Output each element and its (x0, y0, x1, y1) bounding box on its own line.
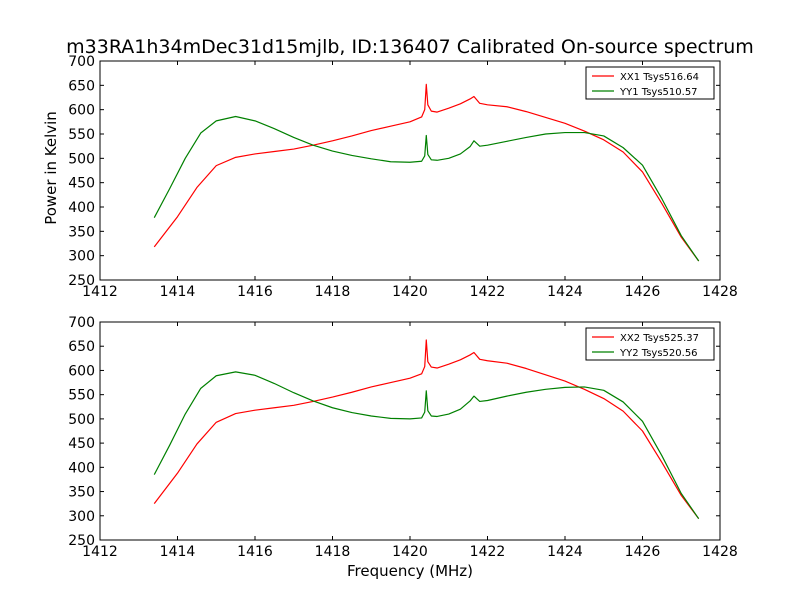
x-axis-label: Frequency (MHz) (347, 562, 473, 580)
y-tick-label: 650 (68, 78, 95, 94)
y-tick-label: 400 (68, 200, 95, 216)
y-tick-label: 300 (68, 249, 95, 265)
x-tick-label: 1420 (392, 284, 428, 300)
series-line-1 (153, 83, 700, 262)
y-tick-label: 600 (68, 103, 95, 119)
x-tick-label: 1422 (470, 544, 506, 560)
x-tick-label: 1418 (315, 544, 351, 560)
y-tick-label: 350 (68, 485, 95, 501)
x-tick-label: 1416 (237, 544, 273, 560)
y-tick-label: 350 (68, 224, 95, 240)
y-tick-label: 500 (68, 412, 95, 428)
y-tick-label: 450 (68, 176, 95, 192)
x-tick-label: 1426 (625, 284, 661, 300)
y-tick-label: 550 (68, 388, 95, 404)
y-tick-label: 700 (68, 315, 95, 331)
y-axis-label: Power in Kelvin (42, 111, 60, 225)
x-tick-label: 1428 (702, 284, 738, 300)
bottom-panel: 1412 1414 1416 1418 1420 1422 1424 1426 1428 250 3… (68, 315, 738, 560)
x-tick-label: 1416 (237, 284, 273, 300)
x-tick-label: 1414 (160, 284, 196, 300)
x-tick-label: 1422 (470, 284, 506, 300)
series-line-2 (153, 115, 700, 262)
x-tick-label: 1424 (547, 544, 583, 560)
legend-box (585, 66, 715, 100)
x-tick-label: 1418 (315, 284, 351, 300)
y-tick-label: 700 (68, 54, 95, 70)
legend-box (585, 327, 715, 361)
legend-label: XX1 Tsys516.64 (620, 72, 699, 83)
y-tick-label: 400 (68, 460, 95, 476)
legend-label: YY1 Tsys510.57 (619, 87, 698, 98)
x-tick-label: 1420 (392, 544, 428, 560)
y-tick-label: 550 (68, 127, 95, 143)
legend-label: YY2 Tsys520.56 (619, 348, 698, 359)
x-tick-label: 1412 (82, 544, 118, 560)
x-tick-label: 1412 (82, 284, 118, 300)
y-tick-label: 250 (68, 273, 95, 289)
x-tick-label: 1414 (160, 544, 196, 560)
y-tick-label: 600 (68, 363, 95, 379)
y-tick-label: 650 (68, 339, 95, 355)
y-tick-label: 300 (68, 509, 95, 525)
series-line-1 (153, 339, 700, 520)
y-tick-label: 450 (68, 436, 95, 452)
x-tick-label: 1428 (702, 544, 738, 560)
top-panel: 1412 1414 1416 1418 1420 1422 1424 1426 1428 250 3… (68, 54, 738, 300)
y-tick-label: 500 (68, 151, 95, 167)
x-tick-label: 1426 (625, 544, 661, 560)
legend-label: XX2 Tsys525.37 (620, 333, 699, 344)
x-tick-label: 1424 (547, 284, 583, 300)
figure-title: m33RA1h34mDec31d15mjlb, ID:136407 Calibr… (66, 36, 754, 58)
series-line-2 (153, 371, 700, 520)
y-tick-label: 250 (68, 533, 95, 549)
